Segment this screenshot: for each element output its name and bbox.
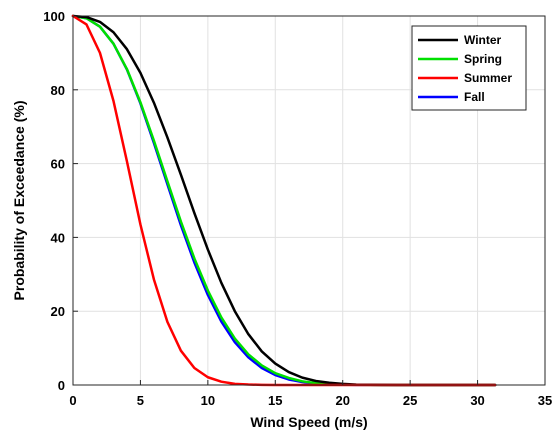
x-tick-label: 5 [137,393,144,408]
x-tick-label: 35 [538,393,552,408]
x-tick-label: 20 [335,393,349,408]
legend-label-fall: Fall [464,90,485,104]
y-tick-label: 80 [51,83,65,98]
legend: Winter Spring Summer Fall [411,25,527,111]
legend-label-summer: Summer [464,71,512,85]
y-tick-label: 40 [51,230,65,245]
legend-label-spring: Spring [464,52,502,66]
y-tick-label: 60 [51,157,65,172]
x-tick-label: 0 [69,393,76,408]
y-tick-label: 20 [51,304,65,319]
x-tick-label: 10 [201,393,215,408]
x-tick-label: 30 [470,393,484,408]
y-tick-label: 0 [58,378,65,393]
y-axis-title: Probability of Exceedance (%) [11,101,27,301]
x-tick-label: 25 [403,393,417,408]
x-tick-label: 15 [268,393,282,408]
axis-ticks: 0 5 10 15 20 25 30 35 0 20 40 60 80 100 [43,9,552,408]
legend-label-winter: Winter [464,33,502,47]
x-axis-title: Wind Speed (m/s) [250,414,367,430]
plot-frame [72,15,546,386]
y-tick-label: 100 [43,9,65,24]
